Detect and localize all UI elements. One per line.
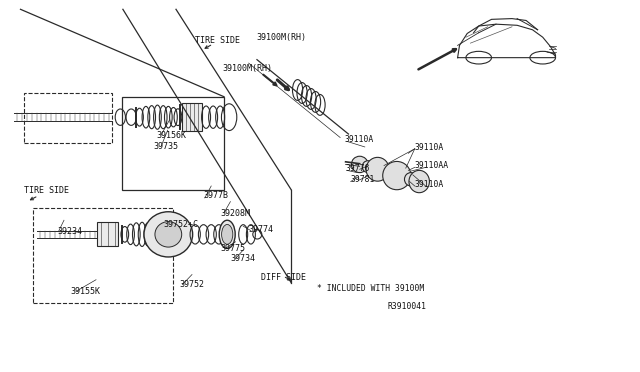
Ellipse shape (219, 220, 236, 248)
Text: DIFF SIDE: DIFF SIDE (261, 273, 306, 282)
Ellipse shape (409, 170, 429, 193)
Ellipse shape (366, 157, 389, 181)
Text: 39110A: 39110A (415, 142, 444, 151)
Text: 39752+C: 39752+C (163, 220, 198, 229)
Text: TIRE SIDE: TIRE SIDE (24, 186, 69, 195)
Ellipse shape (404, 173, 417, 186)
Text: 39110A: 39110A (344, 135, 374, 144)
Text: 39774: 39774 (248, 225, 273, 234)
Bar (182, 103, 202, 131)
Ellipse shape (351, 156, 368, 173)
Ellipse shape (383, 161, 411, 190)
Text: 39110A: 39110A (415, 180, 444, 189)
Text: 39100M(RH): 39100M(RH) (256, 33, 306, 42)
Text: 39781: 39781 (351, 175, 375, 184)
Bar (97, 222, 118, 246)
Text: TIRE SIDE: TIRE SIDE (195, 36, 240, 45)
Ellipse shape (362, 161, 374, 173)
Bar (122, 97, 224, 190)
Text: 39156K: 39156K (157, 131, 187, 140)
Text: 39776: 39776 (346, 164, 370, 173)
Text: 39734: 39734 (230, 254, 255, 263)
Ellipse shape (221, 224, 233, 244)
Ellipse shape (155, 222, 182, 247)
Text: 39100M(RH): 39100M(RH) (223, 64, 273, 73)
Text: 39234: 39234 (58, 227, 83, 235)
Text: 39775: 39775 (221, 244, 246, 253)
Text: 39110AA: 39110AA (415, 161, 449, 170)
Text: 39155K: 39155K (70, 287, 100, 296)
Bar (24, 93, 112, 143)
Text: 39208M: 39208M (221, 209, 251, 218)
Bar (33, 208, 173, 303)
Text: 39735: 39735 (154, 142, 179, 151)
Text: * INCLUDED WITH 39100M: * INCLUDED WITH 39100M (317, 284, 424, 293)
Ellipse shape (144, 212, 193, 257)
Text: 3977B: 3977B (204, 191, 228, 200)
Ellipse shape (384, 168, 394, 178)
Text: 39752: 39752 (179, 280, 204, 289)
Text: R3910041: R3910041 (387, 302, 426, 311)
